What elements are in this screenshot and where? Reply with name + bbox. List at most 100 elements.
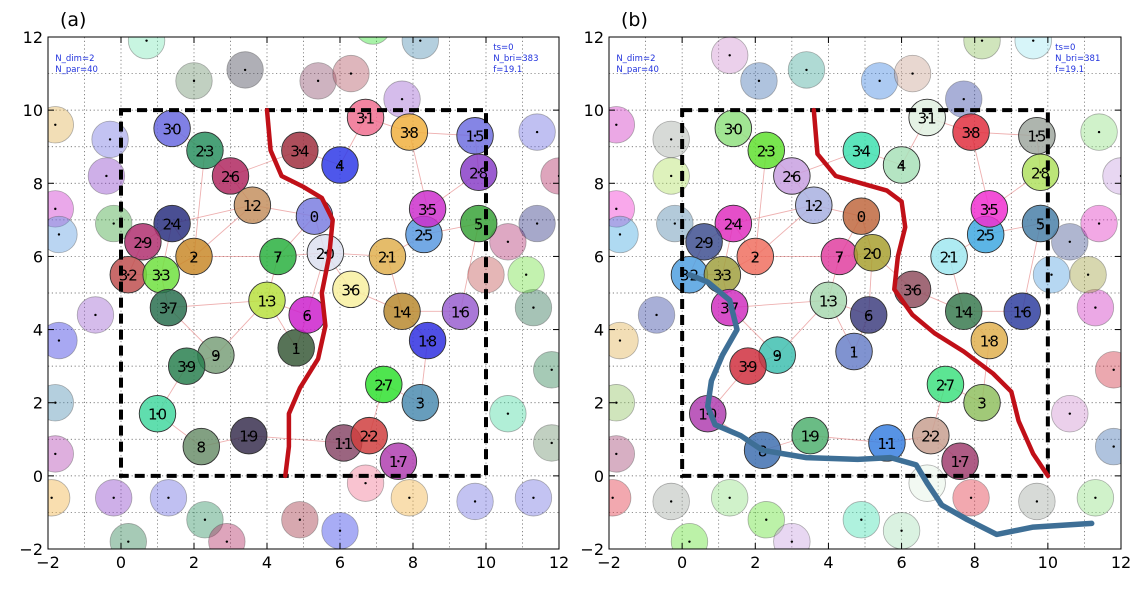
particle-label: 11 <box>334 435 353 453</box>
particle-label: 17 <box>951 453 970 471</box>
particle-label: 19 <box>239 428 258 446</box>
particle-center <box>1021 310 1024 313</box>
x-tick-label: −2 <box>36 553 60 572</box>
ghost-particle-center <box>1094 496 1097 499</box>
particle-center <box>1039 171 1042 174</box>
ghost-particle-center <box>372 25 374 27</box>
annotation-right-line: N_bri=381 <box>1055 54 1100 64</box>
y-tick-label: 8 <box>594 174 604 193</box>
particle-center <box>988 339 991 342</box>
particle-center <box>754 255 757 258</box>
particle-label: 28 <box>1031 164 1050 182</box>
particle-center <box>812 204 815 207</box>
particle-label: 25 <box>976 226 995 244</box>
x-tick-label: 10 <box>1038 553 1058 572</box>
particle-center <box>1035 134 1039 137</box>
ghost-particle <box>609 479 632 517</box>
ghost-particle <box>773 523 811 549</box>
annotation-left-line: N_par=40 <box>55 65 98 75</box>
ghost-particle-center <box>1035 500 1039 503</box>
ghost-particle <box>109 523 147 549</box>
particle-center <box>127 273 130 276</box>
particle-label: 2 <box>751 248 761 266</box>
y-tick-label: 4 <box>594 321 604 340</box>
x-tick-label: 12 <box>549 553 569 572</box>
ghost-particle <box>963 37 1001 60</box>
particle-label: 22 <box>360 428 379 446</box>
particle-center <box>962 310 965 313</box>
particle-label: 23 <box>757 142 776 160</box>
particle-center <box>159 273 163 276</box>
x-tick-label: 0 <box>116 553 126 572</box>
y-tick-label: 0 <box>594 467 604 486</box>
ghost-particle-center <box>728 54 731 57</box>
ghost-particle-center <box>1068 412 1072 415</box>
y-tick-label: 12 <box>23 28 43 47</box>
particle-center <box>867 313 870 317</box>
particle-center <box>885 441 889 445</box>
y-tick-label: 10 <box>23 101 43 120</box>
particle-center <box>185 364 188 368</box>
particle-label: 25 <box>414 226 433 244</box>
x-tick-label: 4 <box>823 553 833 572</box>
particle-center <box>156 412 159 415</box>
ghost-particle-center <box>57 339 61 342</box>
particle-center <box>721 273 724 276</box>
ghost-particle <box>357 37 388 45</box>
ghost-particle-center <box>673 222 677 225</box>
ghost-particle-center <box>1094 306 1097 309</box>
particle-label: 3 <box>416 395 426 413</box>
ghost-particle-center <box>225 540 229 543</box>
ghost-particle-center <box>54 207 57 211</box>
ghost-particle-center <box>94 313 97 317</box>
particle-center <box>827 299 830 302</box>
particle-center <box>732 222 735 225</box>
annotation-right-line: ts=0 <box>1055 43 1075 53</box>
particle-label: 39 <box>177 358 196 376</box>
particle-label: 4 <box>335 157 345 175</box>
particle-label: 21 <box>378 248 397 266</box>
particle-center <box>170 222 174 225</box>
particle-center <box>984 233 987 236</box>
particle-label: 6 <box>864 307 874 325</box>
ghost-particle <box>609 435 635 473</box>
particle-label: 36 <box>903 281 922 299</box>
ghost-particle <box>609 106 635 144</box>
particle-label: 2 <box>189 248 199 266</box>
particle-center <box>702 240 706 243</box>
particle-label: 28 <box>469 164 488 182</box>
particle-label: 34 <box>290 142 309 160</box>
particle-center <box>214 353 218 357</box>
ghost-particle-center <box>57 233 61 236</box>
x-tick-label: 4 <box>262 553 272 572</box>
ghost-particle-center <box>550 441 553 445</box>
particle-center <box>397 460 400 463</box>
particle-center <box>276 255 280 258</box>
ghost-particle-center <box>192 79 196 83</box>
ghost-particle-center <box>54 123 57 126</box>
particle-center <box>765 149 768 152</box>
ghost-particle-center <box>1032 39 1035 42</box>
particle-label: 26 <box>782 168 801 186</box>
ghost-particle <box>48 106 74 144</box>
ghost-particle-center <box>54 452 57 456</box>
x-tick-label: 6 <box>335 553 345 572</box>
particle-center <box>203 149 207 152</box>
particle-center <box>426 339 429 342</box>
particle-center <box>988 207 991 211</box>
particle-center <box>871 251 874 254</box>
particle-center <box>746 364 750 368</box>
particle-center <box>808 434 812 437</box>
particle-center <box>925 116 929 119</box>
y-tick-label: 8 <box>33 174 43 193</box>
ghost-particle-center <box>145 39 148 42</box>
particle-label: 1 <box>291 340 301 358</box>
y-tick-label: −2 <box>19 540 43 559</box>
ghost-particle-center <box>655 313 658 317</box>
particle-center <box>838 255 841 258</box>
simulation-box <box>680 108 1050 478</box>
x-tick-label: 10 <box>476 553 496 572</box>
